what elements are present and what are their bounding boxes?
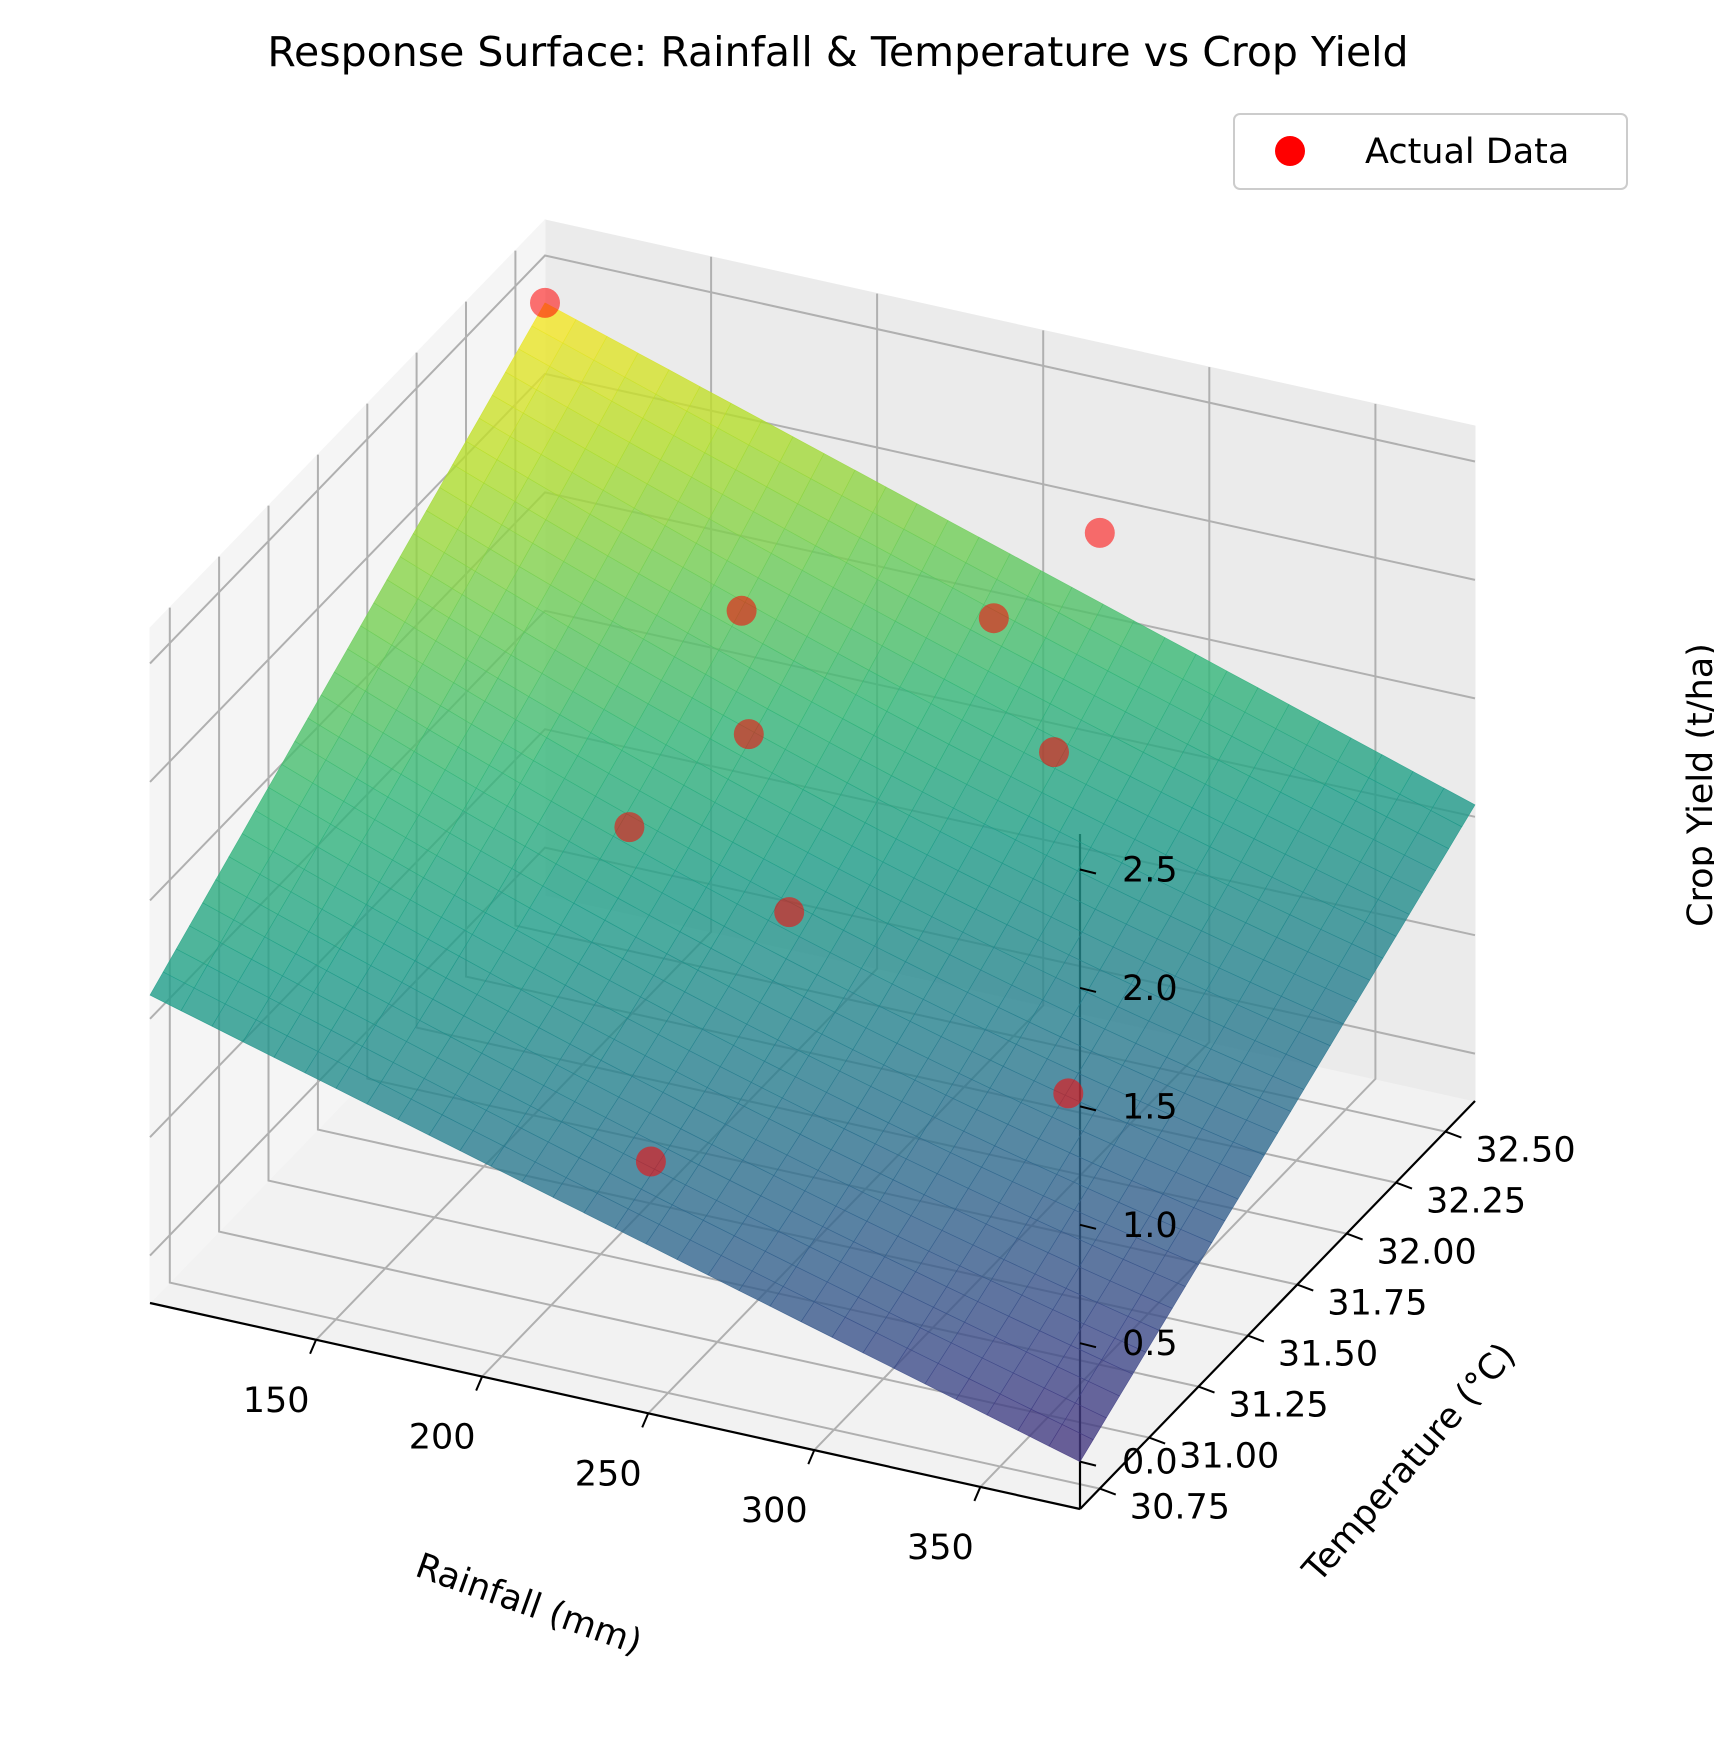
y-axis-line — [1079, 1100, 1476, 1510]
x-tick-mark — [309, 1339, 317, 1355]
y-tick-label: 31.50 — [1278, 1335, 1378, 1375]
data-points — [530, 287, 1115, 1177]
y-tick-label: 32.25 — [1426, 1182, 1526, 1222]
y-tick-mark — [1395, 1181, 1413, 1190]
y-tick-label: 32.50 — [1475, 1131, 1575, 1171]
data-point — [978, 603, 1009, 634]
z-tick-label: 0.5 — [1122, 1324, 1178, 1364]
x-tick-mark — [973, 1486, 982, 1502]
x-axis-label: Rainfall (mm) — [410, 1546, 646, 1663]
legend: Actual Data — [1233, 113, 1628, 190]
y-gridline — [168, 607, 1101, 1490]
x-tick-mark — [475, 1376, 484, 1391]
data-point — [774, 897, 805, 928]
data-point — [1084, 517, 1115, 548]
z-tick-mark — [1079, 868, 1097, 875]
x-tick-label: 150 — [243, 1381, 310, 1421]
z-tick-mark — [1079, 1105, 1097, 1112]
z-tick-mark — [1079, 1223, 1097, 1230]
x-tick-label: 250 — [575, 1454, 642, 1494]
data-point — [1053, 1078, 1084, 1109]
z-tick-label: 2.5 — [1122, 851, 1178, 891]
tick-labels: 150 200 250 300 350 30.75 31.00 31.25 31.50 31.75… — [243, 851, 1576, 1568]
x-tick-mark — [641, 1412, 650, 1428]
y-tick-mark — [1198, 1385, 1215, 1394]
z-gridline — [149, 254, 1476, 665]
legend-marker — [1275, 136, 1305, 166]
legend-label: Actual Data — [1365, 132, 1569, 172]
z-tick-label: 0.0 — [1122, 1443, 1178, 1483]
z-axis-label: Crop Yield (t/ha) — [1681, 643, 1714, 927]
data-point — [1039, 737, 1069, 768]
response-surface — [149, 302, 1476, 1462]
data-point — [733, 719, 764, 750]
y-tick-label: 32.00 — [1377, 1233, 1477, 1273]
x-axis-line — [149, 1301, 1081, 1511]
y-gridline — [218, 556, 1150, 1439]
y-tick-mark — [1099, 1487, 1117, 1496]
surface-patch — [1048, 1424, 1094, 1462]
x-tick-mark — [807, 1449, 816, 1465]
z-tick-mark — [1079, 986, 1097, 993]
y-tick-mark — [1296, 1283, 1314, 1292]
y-tick-label: 31.75 — [1327, 1284, 1427, 1324]
chart-title: Response Surface: Rainfall & Temperature… — [267, 28, 1408, 76]
z-tick-label: 1.0 — [1122, 1206, 1178, 1246]
y-tick-mark — [1346, 1232, 1363, 1241]
data-point — [530, 287, 560, 318]
y-tick-label: 31.00 — [1179, 1437, 1279, 1477]
y-tick-mark — [1148, 1436, 1166, 1445]
z-tick-mark — [1079, 1342, 1097, 1349]
z-tick-mark — [1079, 1460, 1097, 1467]
z-tick-label: 2.0 — [1122, 969, 1178, 1009]
legend-frame — [1233, 113, 1628, 190]
y-tick-label: 31.25 — [1229, 1386, 1329, 1426]
x-tick-label: 300 — [741, 1491, 808, 1531]
x-tick-label: 350 — [907, 1528, 974, 1568]
data-point — [635, 1146, 666, 1177]
y-tick-mark — [1247, 1334, 1265, 1343]
z-tick-label: 1.5 — [1122, 1087, 1178, 1127]
y-tick-label: 30.75 — [1130, 1488, 1230, 1528]
x-tick-label: 200 — [409, 1418, 476, 1458]
data-point — [726, 595, 757, 626]
data-point — [614, 812, 645, 843]
y-tick-mark — [1445, 1130, 1462, 1139]
